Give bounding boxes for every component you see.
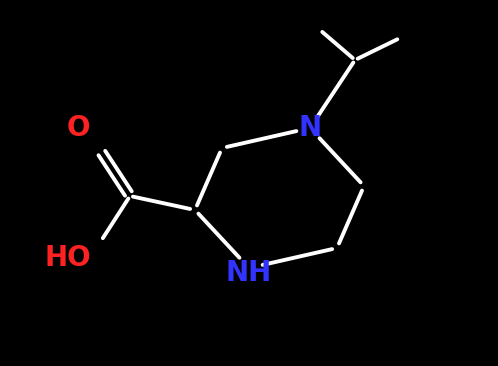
Text: N: N [298,114,322,142]
Text: NH: NH [226,259,272,287]
Text: O: O [66,114,90,142]
Text: HO: HO [45,244,91,272]
